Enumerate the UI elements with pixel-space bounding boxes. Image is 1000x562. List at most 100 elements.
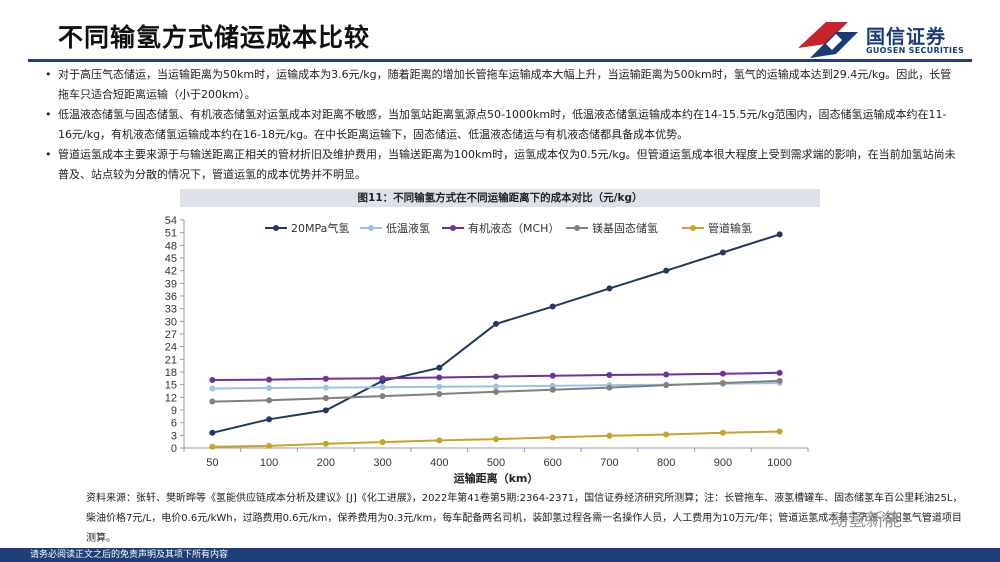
data-point xyxy=(549,303,556,310)
data-point xyxy=(776,231,783,238)
y-tick-label: 6 xyxy=(171,418,177,430)
data-point xyxy=(493,383,499,390)
legend-marker xyxy=(690,225,696,231)
y-tick-label: 9 xyxy=(171,405,177,417)
data-point xyxy=(663,267,670,274)
data-point xyxy=(606,384,613,391)
x-tick-label: 50 xyxy=(206,457,218,469)
y-tick-label: 42 xyxy=(165,266,177,278)
header-divider xyxy=(28,59,972,62)
legend-label: 有机液态（MCH） xyxy=(468,221,559,235)
y-tick-label: 36 xyxy=(165,291,177,303)
data-point xyxy=(493,320,499,327)
y-tick-label: 0 xyxy=(171,443,177,455)
data-point xyxy=(663,371,670,378)
data-point xyxy=(322,407,329,414)
data-point xyxy=(322,440,329,447)
x-tick-label: 400 xyxy=(430,457,448,469)
data-point xyxy=(436,364,443,371)
y-tick-label: 33 xyxy=(165,304,177,316)
footer-disclaimer: 请务必阅读正文之后的免责声明及其项下所有内容 xyxy=(30,550,229,560)
watermark-text: 动氢新能 xyxy=(830,510,902,531)
data-point xyxy=(719,249,726,256)
source-note: 资料来源：张轩、樊昕晔等《氢能供应链成本分析及建议》[J]《化工进展》，2022… xyxy=(86,493,963,544)
y-tick-label: 48 xyxy=(165,240,177,252)
data-point xyxy=(266,416,273,423)
y-tick-label: 27 xyxy=(165,329,177,341)
data-point xyxy=(436,390,443,397)
data-point xyxy=(436,374,443,381)
data-point xyxy=(266,442,273,449)
data-point xyxy=(209,443,216,450)
data-point xyxy=(493,388,499,395)
data-point xyxy=(493,436,499,443)
logo-text-cn: 国信证券 xyxy=(866,26,947,48)
legend-label: 20MPa气氢 xyxy=(291,221,349,235)
data-point xyxy=(379,393,386,400)
data-point xyxy=(379,439,386,446)
y-tick-label: 21 xyxy=(165,354,177,366)
logo-text-en: GUOSEN SECURITIES xyxy=(866,46,965,55)
data-point xyxy=(209,385,216,392)
data-point xyxy=(322,395,329,402)
page-title: 不同输氢方式储运成本比较 xyxy=(58,23,371,52)
x-tick-label: 700 xyxy=(600,457,618,469)
series-line-0 xyxy=(212,233,780,434)
bullet-item: 管道运氢成本主要来源于与输送距离正相关的管材折旧及维护费用，当输送距离为100k… xyxy=(45,145,958,185)
data-point xyxy=(209,398,216,405)
figure-caption: 图11：不同输氢方式在不同运输距离下的成本对比（元/kg） xyxy=(180,189,820,207)
y-tick-label: 12 xyxy=(165,392,177,404)
y-tick-label: 24 xyxy=(165,342,177,354)
y-tick-label: 3 xyxy=(171,430,177,442)
legend-label: 镁基固态储氢 xyxy=(592,221,658,235)
legend-label: 管道输氢 xyxy=(708,221,752,235)
bullet-item: 对于高压气态储运，当运输距离为50km时，运输成本为3.6元/kg，随着距离的增… xyxy=(45,65,958,105)
x-tick-label: 500 xyxy=(487,457,505,469)
x-tick-label: 1000 xyxy=(767,457,791,469)
data-point xyxy=(776,377,783,384)
x-tick-label: 900 xyxy=(714,457,732,469)
x-tick-label: 100 xyxy=(260,457,278,469)
data-point xyxy=(436,437,443,444)
data-point xyxy=(379,375,386,382)
data-point xyxy=(719,429,726,436)
y-tick-label: 45 xyxy=(165,253,177,265)
bullet-list: 对于高压气态储运，当运输距离为50km时，运输成本为3.6元/kg，随着距离的增… xyxy=(45,65,958,185)
data-point xyxy=(322,375,329,382)
data-point xyxy=(436,383,443,390)
legend-marker xyxy=(450,225,456,231)
y-tick-label: 15 xyxy=(165,380,177,392)
data-point xyxy=(493,373,499,380)
x-tick-label: 600 xyxy=(544,457,562,469)
legend-marker xyxy=(368,225,374,231)
x-axis-title: 运输距离（km） xyxy=(454,471,539,485)
data-point xyxy=(209,429,216,436)
data-point xyxy=(606,432,613,439)
data-point xyxy=(719,379,726,386)
data-point xyxy=(776,369,783,376)
legend-marker xyxy=(574,225,580,231)
y-tick-label: 30 xyxy=(165,316,177,328)
data-point xyxy=(322,384,329,391)
data-point xyxy=(379,384,386,391)
y-tick-label: 51 xyxy=(165,228,177,240)
data-point xyxy=(209,377,216,384)
data-point xyxy=(606,371,613,378)
data-point xyxy=(549,372,556,379)
x-tick-label: 800 xyxy=(657,457,675,469)
y-tick-label: 39 xyxy=(165,278,177,290)
data-point xyxy=(549,386,556,393)
y-tick-label: 18 xyxy=(165,367,177,379)
data-point xyxy=(719,370,726,377)
y-tick-label: 54 xyxy=(165,215,177,227)
bullet-item: 低温液态储氢与固态储氢、有机液态储氢对运氢成本对距离不敏感，当加氢站距离氢源点5… xyxy=(45,105,958,145)
data-point xyxy=(266,397,273,404)
data-point xyxy=(606,285,613,292)
data-point xyxy=(549,434,556,441)
x-tick-label: 300 xyxy=(373,457,391,469)
data-point xyxy=(776,428,783,435)
data-point xyxy=(663,382,670,389)
data-point xyxy=(266,385,273,392)
footer-bar xyxy=(0,548,1000,562)
legend-label: 低温液氢 xyxy=(386,221,430,235)
